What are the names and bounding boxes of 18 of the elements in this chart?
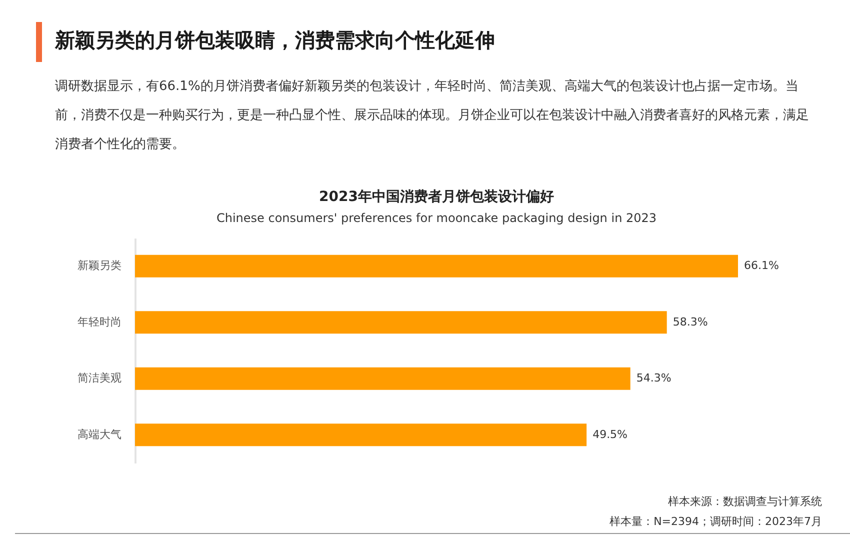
data-label: 49.5% [592,428,628,441]
y-tick-label: 新颖另类 [78,259,122,272]
data-label: 66.1% [744,259,779,272]
bar [135,311,667,334]
bar [135,254,738,278]
text: 新颖另类的月饼包装吸睛，消费需求向个性化延伸 [55,27,495,54]
text: 样本来源：数据调查与计算系统 [668,494,822,509]
y-tick-label: 年轻时尚 [78,315,122,328]
chart-subtitle: Chinese consumers' preferences for mooncake packaging design in 2023 [216,211,657,225]
y-tick-label: 高端大气 [78,428,122,441]
text: 样本量：N=2394；调研时间：2023年7月 [610,514,822,529]
bar [135,367,630,390]
data-label: 58.3% [672,315,708,328]
y-tick-label: 简洁美观 [78,372,122,385]
bar [135,424,587,446]
text: 调研数据显示，有66.1%的月饼消费者偏好新颖另类的包装设计，年轻时尚、简洁美观、高端大气的包装设计也占据一定市场。当前，消费不仅是一种购买行为，更是一种凸显个性、展示品味的体现。月饼企业可以在包装设计中融入消费者喜好的风格元素，满足消费者个性化的需要。 [55,78,810,154]
chart-title: 2023年中国消费者月饼包装设计偏好 [319,189,554,205]
data-label: 54.3% [636,372,672,385]
